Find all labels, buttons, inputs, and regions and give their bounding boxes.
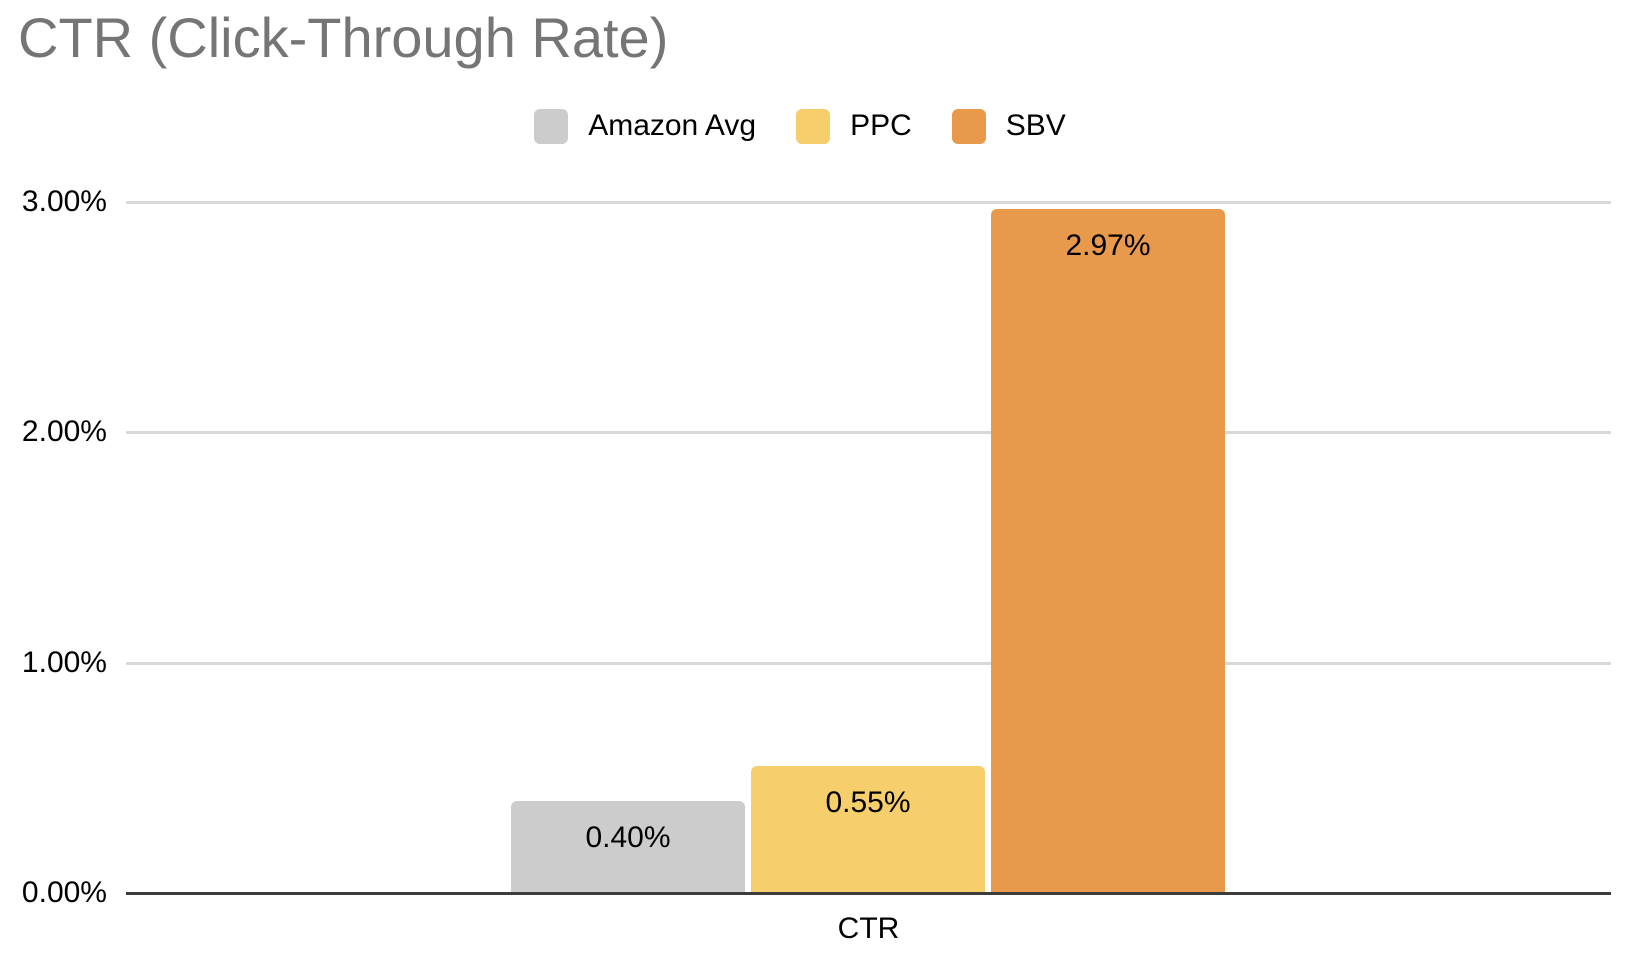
bar-ppc bbox=[751, 766, 985, 893]
bar-amazon-avg bbox=[511, 801, 745, 893]
y-tick-label: 2.00% bbox=[21, 415, 107, 448]
legend-label: SBV bbox=[1005, 109, 1066, 142]
bar-value-label: 0.55% bbox=[825, 786, 911, 819]
gridline-2.00% bbox=[126, 431, 1611, 434]
legend-item-sbv: SBV bbox=[951, 108, 1066, 144]
legend-item-amazon-avg: Amazon Avg bbox=[534, 108, 757, 144]
legend-label: Amazon Avg bbox=[588, 109, 757, 142]
chart-title: CTR (Click-Through Rate) bbox=[18, 6, 669, 69]
y-tick-label: 3.00% bbox=[21, 185, 107, 218]
bar-value-label: 0.40% bbox=[585, 821, 671, 854]
legend-swatch-icon bbox=[796, 108, 831, 144]
bar-value-label: 2.97% bbox=[1065, 229, 1151, 262]
bar-sbv bbox=[991, 209, 1225, 893]
legend-label: PPC bbox=[850, 109, 912, 142]
x-axis-label: CTR bbox=[837, 912, 900, 945]
chart-legend: Amazon Avg PPC SBV bbox=[0, 106, 1600, 146]
x-axis-line bbox=[126, 892, 1611, 895]
legend-swatch-icon bbox=[534, 108, 569, 144]
y-tick-label: 1.00% bbox=[21, 646, 107, 679]
y-tick-label: 0.00% bbox=[21, 876, 107, 909]
legend-swatch-icon bbox=[951, 108, 986, 144]
legend-item-ppc: PPC bbox=[796, 108, 912, 144]
gridline-3.00% bbox=[126, 201, 1611, 204]
gridline-1.00% bbox=[126, 662, 1611, 665]
